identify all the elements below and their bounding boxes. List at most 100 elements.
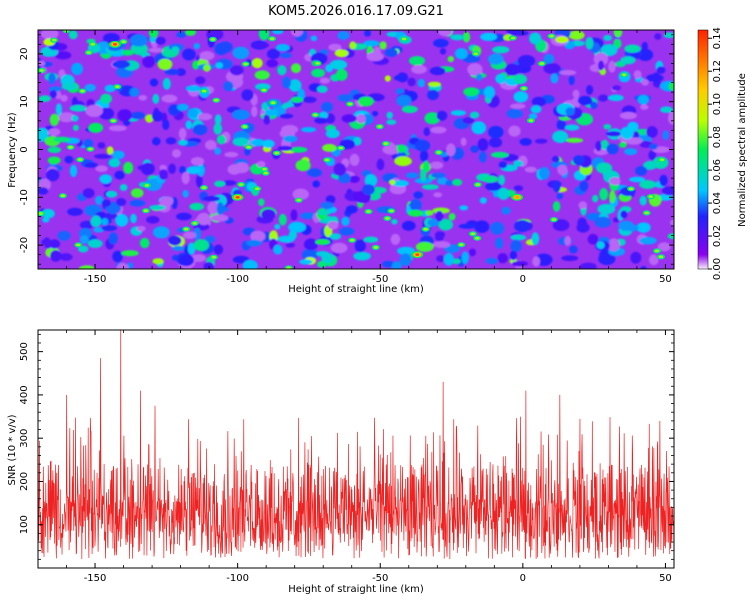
heatmap-cell [509,250,518,261]
heatmap-cell [573,155,584,166]
heatmap-hotspot-core [201,89,207,93]
heatmap-cell [608,238,620,252]
heatmap-hotspot-core [551,218,557,221]
heatmap-cell [384,75,391,82]
heatmap-cell [413,191,424,199]
heatmap-cell [579,219,587,233]
heatmap-cell [490,151,509,158]
heatmap-cell [386,119,397,125]
heatmap-hotspot-core [111,119,116,123]
heatmap-cell [38,127,49,141]
heatmap-cell [586,85,594,95]
heatmap-cell [276,44,290,52]
heatmap-cell [97,142,106,149]
heatmap-cell [394,156,412,167]
heatmap-hotspot-core [373,246,378,249]
heatmap-cell [182,190,189,198]
heatmap-cell [263,113,271,125]
heatmap-cell [130,111,146,120]
heatmap-cell [330,242,348,254]
heatmap-cell [612,217,620,223]
heatmap-cell [448,213,456,221]
heatmap-cell [552,130,569,143]
heatmap-cell [84,162,99,168]
heatmap-cell [543,53,555,65]
heatmap-hotspot-core [377,125,382,128]
heatmap-hotspot-core [39,69,44,72]
heatmap-cell [78,265,96,269]
heatmap-cell [662,130,669,140]
heatmap-peaks [38,30,666,269]
heatmap-cell [185,120,192,130]
heatmap-cell [585,37,594,50]
heatmap-cell [396,94,412,107]
heatmap-hotspot-core [654,249,660,253]
heatmap-cell [152,258,164,265]
heatmap-hotspot-core [246,145,251,149]
heatmap-cell [319,111,328,120]
heatmap-hotspot-core [347,102,353,106]
heatmap-cell [550,73,559,84]
heatmap-cell [277,235,295,243]
colorbar-tick-label: 0.02 [712,225,723,247]
heatmap-cell [252,42,270,48]
heatmap-cell [60,94,68,102]
heatmap-cell [46,168,60,182]
heatmap-cell [643,160,657,170]
heatmap-cell [363,30,372,37]
heatmap-cell [613,30,623,38]
heatmap-x-ticks: -150 -100 -50 0 50 [37,30,672,285]
heatmap-cell [445,180,453,187]
heatmap-cell [93,153,112,159]
heatmap-cell [274,223,281,230]
heatmap-cell [490,221,505,235]
heatmap-cell [349,41,357,50]
heatmap-cell [341,114,357,123]
heatmap-hotspot-core [313,113,318,117]
heatmap-hotspot-core [383,142,389,145]
heatmap-cell [391,261,402,269]
heatmap-cell [618,220,634,231]
colorbar-gradient [697,29,709,270]
colorbar-tick-label: 0.12 [712,60,723,82]
heatmap-cell [193,43,200,50]
heatmap-cell [84,83,96,92]
heatmap-cell [319,77,330,84]
heatmap-cell [435,210,444,222]
heatmap-cell [555,36,569,43]
heatmap-cell [349,153,360,166]
heatmap-cell [608,94,624,102]
heatmap-cell [290,96,304,103]
heatmap-cell [178,127,187,140]
heatmap-hotspot-core [214,98,219,102]
heatmap-cell [519,138,532,146]
heatmap-cell [474,220,490,233]
heatmap-hotspot-core [80,89,85,93]
heatmap-cell [488,125,504,139]
heatmap-cell [290,30,304,37]
heatmap-cell [661,186,674,196]
heatmap-cell [159,196,174,207]
heatmap-cell [148,30,159,38]
heatmap-peak-core [415,253,420,256]
heatmap-cell [193,239,209,252]
heatmap-cell [205,140,217,150]
heatmap-cell [250,138,265,147]
heatmap-cell [57,230,71,241]
heatmap-cell [579,262,597,269]
heatmap-y-axis-label: Frequency (Hz) [7,112,18,188]
heatmap-hotspot-core [90,42,96,46]
heatmap-hotspot-core [521,87,527,90]
heatmap-hotspot-core [475,236,480,240]
heatmap-cell [637,94,649,105]
colorbar-ticks: 0.00 0.02 0.04 0.06 0.08 0.10 0.12 0.14 [708,27,723,280]
heatmap-cell [42,217,50,223]
heatmap-hotspot-core [315,62,320,65]
heatmap-cell [329,59,348,70]
heatmap-cell [213,122,223,135]
heatmap-hotspot-core [402,37,407,41]
heatmap-cell [190,254,207,262]
x-tick-label: 0 [520,573,526,584]
heatmap-cell [597,203,616,215]
heatmap-hotspot-core [269,37,275,40]
